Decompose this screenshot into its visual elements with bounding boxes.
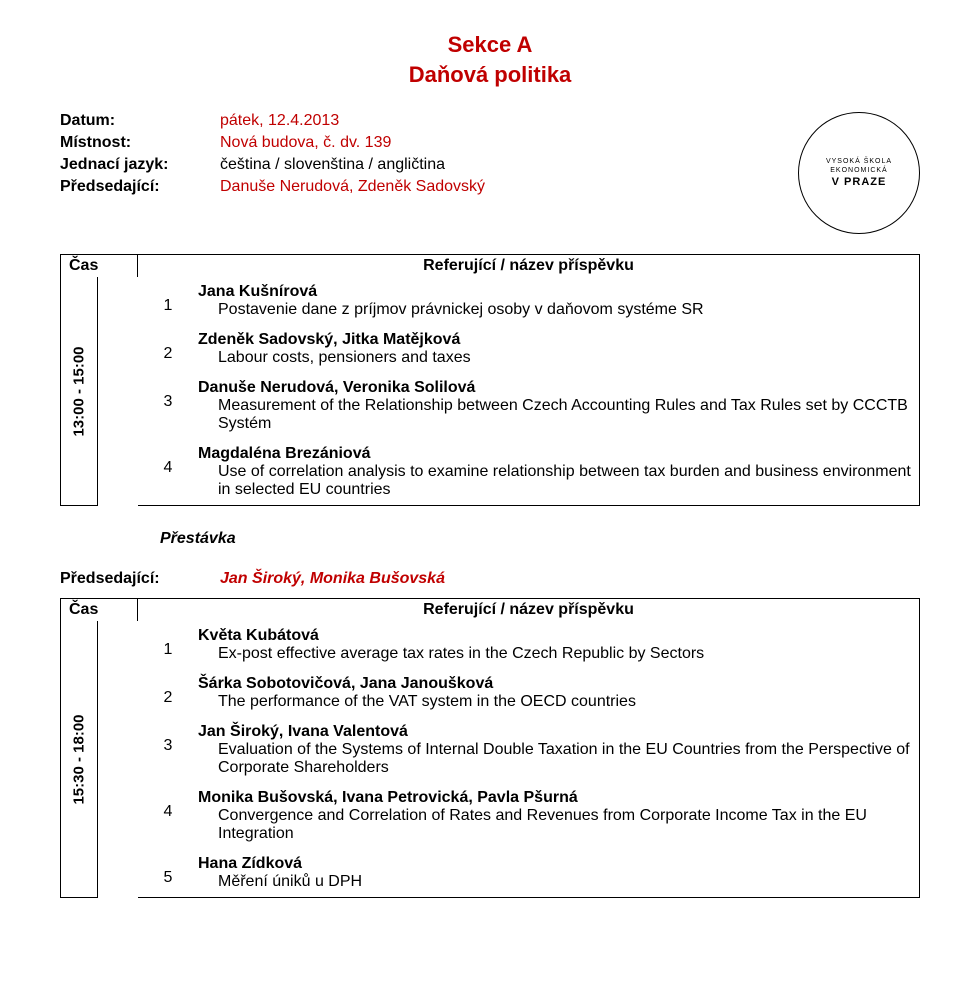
entry-title: Use of correlation analysis to examine r… <box>198 463 911 499</box>
entry-author: Hana Zídková <box>198 855 911 873</box>
schedule-entry: 2Šárka Sobotovičová, Jana JanouškováThe … <box>138 669 919 717</box>
logo-text-main: V PRAZE <box>799 175 919 189</box>
entry-author: Monika Bušovská, Ivana Petrovická, Pavla… <box>198 789 911 807</box>
entry-title: Ex-post effective average tax rates in t… <box>198 645 911 663</box>
entry-body: Jan Široký, Ivana ValentováEvaluation of… <box>198 717 919 783</box>
entry-body: Šárka Sobotovičová, Jana JanouškováThe p… <box>198 669 919 717</box>
entry-title: Postavenie dane z príjmov právnickej oso… <box>198 301 911 319</box>
time-range-2: 15:30 - 18:00 <box>71 714 88 804</box>
schedule-entry: 1Jana KušnírováPostavenie dane z príjmov… <box>138 277 919 325</box>
entry-title: The performance of the VAT system in the… <box>198 693 911 711</box>
section-title-line1: Sekce A <box>60 32 920 58</box>
vse-logo: VYSOKÁ ŠKOLA EKONOMICKÁ V PRAZE <box>798 112 920 234</box>
entry-author: Magdaléna Brezániová <box>198 445 911 463</box>
value-room: Nová budova, č. dv. 139 <box>220 134 485 152</box>
entry-number: 3 <box>138 373 198 439</box>
entry-body: Magdaléna BrezániováUse of correlation a… <box>198 439 919 505</box>
ref-head-2: Referující / název příspěvku <box>138 599 919 621</box>
label-date: Datum: <box>60 112 220 130</box>
cas-label-2: Čas <box>60 598 138 621</box>
header-block: Datum: Místnost: Jednací jazyk: Předseda… <box>60 112 920 234</box>
logo-text-top: VYSOKÁ ŠKOLA EKONOMICKÁ <box>799 157 919 175</box>
entry-author: Zdeněk Sadovský, Jitka Matějková <box>198 331 911 349</box>
schedule-block-2: Čas 15:30 - 18:00 Referující / název pří… <box>60 598 920 898</box>
schedule-entry: 1Květa KubátováEx-post effective average… <box>138 621 919 669</box>
entry-body: Květa KubátováEx-post effective average … <box>198 621 919 669</box>
entry-title: Labour costs, pensioners and taxes <box>198 349 911 367</box>
entry-title: Convergence and Correlation of Rates and… <box>198 807 911 843</box>
entry-number: 4 <box>138 783 198 849</box>
label-lang: Jednací jazyk: <box>60 156 220 174</box>
entry-author: Jan Široký, Ivana Valentová <box>198 723 911 741</box>
value-date: pátek, 12.4.2013 <box>220 112 485 130</box>
label-room: Místnost: <box>60 134 220 152</box>
entry-author: Květa Kubátová <box>198 627 911 645</box>
time-range-1: 13:00 - 15:00 <box>71 346 88 436</box>
entry-body: Danuše Nerudová, Veronika SolilováMeasur… <box>198 373 919 439</box>
value-chair: Danuše Nerudová, Zdeněk Sadovský <box>220 178 485 196</box>
entry-title: Evaluation of the Systems of Internal Do… <box>198 741 911 777</box>
schedule-block-1: Čas 13:00 - 15:00 Referující / název pří… <box>60 254 920 506</box>
value-chair2: Jan Široký, Monika Bušovská <box>220 570 445 588</box>
entry-author: Danuše Nerudová, Veronika Solilová <box>198 379 911 397</box>
entry-body: Zdeněk Sadovský, Jitka MatějkováLabour c… <box>198 325 919 373</box>
schedule-entry: 4Magdaléna BrezániováUse of correlation … <box>138 439 919 505</box>
entry-number: 2 <box>138 669 198 717</box>
entry-number: 5 <box>138 849 198 897</box>
entry-number: 4 <box>138 439 198 505</box>
label-chair: Předsedající: <box>60 178 220 196</box>
entry-body: Monika Bušovská, Ivana Petrovická, Pavla… <box>198 783 919 849</box>
entry-title: Měření úniků u DPH <box>198 873 911 891</box>
entry-body: Jana KušnírováPostavenie dane z príjmov … <box>198 277 919 325</box>
schedule-entry: 3Danuše Nerudová, Veronika SolilováMeasu… <box>138 373 919 439</box>
entry-number: 1 <box>138 277 198 325</box>
entry-body: Hana ZídkováMěření úniků u DPH <box>198 849 919 897</box>
entry-title: Measurement of the Relationship between … <box>198 397 911 433</box>
schedule-entry: 5Hana ZídkováMěření úniků u DPH <box>138 849 919 897</box>
label-chair2: Předsedající: <box>60 570 220 588</box>
section-title-line2: Daňová politika <box>60 62 920 88</box>
entry-number: 1 <box>138 621 198 669</box>
cas-label-1: Čas <box>60 254 138 277</box>
value-lang: čeština / slovenština / angličtina <box>220 156 485 174</box>
break-label: Přestávka <box>160 530 920 548</box>
schedule-entry: 4Monika Bušovská, Ivana Petrovická, Pavl… <box>138 783 919 849</box>
entry-number: 2 <box>138 325 198 373</box>
entry-author: Šárka Sobotovičová, Jana Janoušková <box>198 675 911 693</box>
ref-head-1: Referující / název příspěvku <box>138 255 919 277</box>
entry-author: Jana Kušnírová <box>198 283 911 301</box>
entry-number: 3 <box>138 717 198 783</box>
schedule-entry: 3Jan Široký, Ivana ValentováEvaluation o… <box>138 717 919 783</box>
schedule-entry: 2Zdeněk Sadovský, Jitka MatějkováLabour … <box>138 325 919 373</box>
